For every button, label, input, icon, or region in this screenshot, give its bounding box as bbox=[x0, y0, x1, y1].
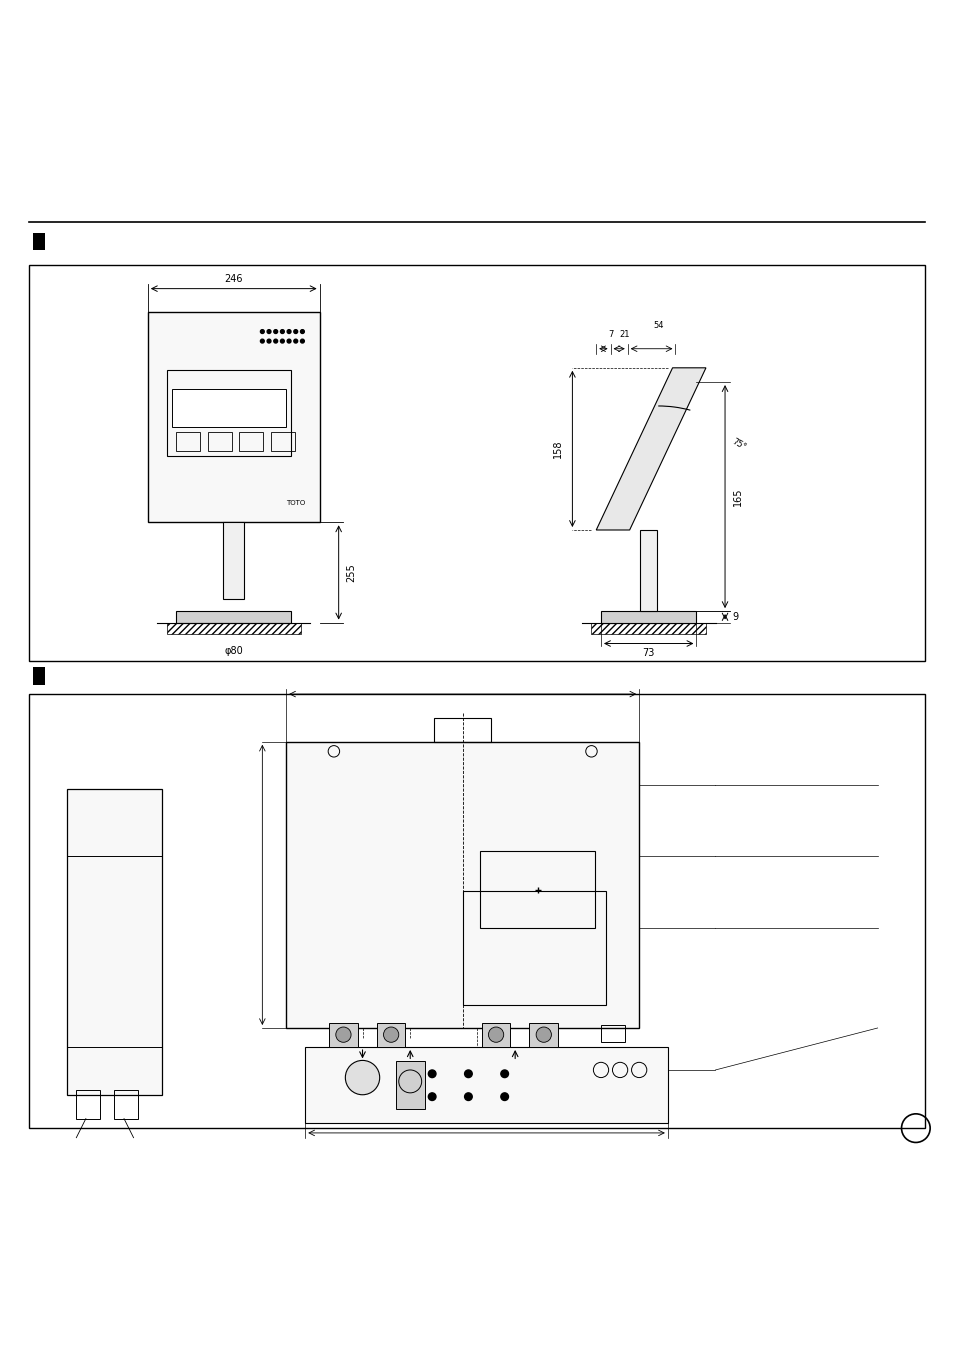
Bar bbox=[434, 718, 491, 741]
Bar bbox=[223, 522, 244, 598]
FancyBboxPatch shape bbox=[29, 694, 924, 1129]
Circle shape bbox=[274, 329, 277, 333]
Bar bbox=[114, 1089, 138, 1119]
Circle shape bbox=[536, 1027, 551, 1042]
Bar bbox=[286, 741, 639, 1027]
Circle shape bbox=[335, 1027, 351, 1042]
Text: 9: 9 bbox=[732, 612, 738, 622]
Bar bbox=[167, 622, 300, 634]
Circle shape bbox=[500, 1094, 508, 1100]
Bar bbox=[33, 234, 45, 251]
Text: 54: 54 bbox=[652, 321, 663, 329]
Text: 246: 246 bbox=[224, 274, 243, 284]
Bar bbox=[148, 312, 319, 522]
Bar bbox=[172, 389, 286, 427]
Bar bbox=[329, 1023, 357, 1048]
Bar bbox=[271, 432, 294, 451]
Circle shape bbox=[287, 329, 291, 333]
Text: 7: 7 bbox=[607, 331, 613, 339]
Circle shape bbox=[500, 1071, 508, 1077]
Circle shape bbox=[280, 329, 284, 333]
Circle shape bbox=[267, 339, 271, 343]
Bar bbox=[600, 1025, 624, 1042]
Bar bbox=[305, 1048, 667, 1123]
Text: TOTO: TOTO bbox=[286, 501, 305, 506]
Circle shape bbox=[345, 1060, 379, 1095]
Circle shape bbox=[428, 1094, 436, 1100]
Text: φ80: φ80 bbox=[224, 647, 243, 656]
Bar bbox=[239, 432, 263, 451]
Bar bbox=[176, 432, 200, 451]
Text: 75°: 75° bbox=[730, 436, 747, 452]
Circle shape bbox=[464, 1071, 472, 1077]
Bar bbox=[462, 891, 605, 1006]
Bar bbox=[395, 1061, 424, 1110]
Circle shape bbox=[280, 339, 284, 343]
Bar bbox=[76, 1089, 100, 1119]
Text: 255: 255 bbox=[346, 563, 355, 582]
Circle shape bbox=[294, 329, 297, 333]
Bar bbox=[167, 370, 291, 455]
Bar bbox=[600, 612, 696, 622]
Bar bbox=[591, 622, 705, 634]
Text: 73: 73 bbox=[642, 648, 654, 659]
Circle shape bbox=[383, 1027, 398, 1042]
Circle shape bbox=[287, 339, 291, 343]
Bar bbox=[67, 790, 162, 1095]
Bar bbox=[33, 667, 45, 684]
Circle shape bbox=[398, 1071, 421, 1094]
Circle shape bbox=[428, 1071, 436, 1077]
Text: 165: 165 bbox=[732, 487, 741, 506]
Circle shape bbox=[267, 329, 271, 333]
Bar bbox=[481, 1023, 510, 1048]
Bar bbox=[208, 432, 232, 451]
Bar bbox=[639, 531, 657, 612]
Text: 21: 21 bbox=[618, 331, 630, 339]
Text: 158: 158 bbox=[553, 440, 562, 458]
Bar bbox=[529, 1023, 558, 1048]
Bar bbox=[176, 612, 291, 622]
Circle shape bbox=[260, 329, 264, 333]
Bar bbox=[376, 1023, 405, 1048]
Circle shape bbox=[294, 339, 297, 343]
Circle shape bbox=[488, 1027, 503, 1042]
Circle shape bbox=[260, 339, 264, 343]
Polygon shape bbox=[596, 367, 705, 531]
Circle shape bbox=[274, 339, 277, 343]
FancyBboxPatch shape bbox=[29, 265, 924, 660]
Bar bbox=[480, 852, 595, 927]
Circle shape bbox=[464, 1094, 472, 1100]
Circle shape bbox=[300, 339, 304, 343]
Circle shape bbox=[300, 329, 304, 333]
